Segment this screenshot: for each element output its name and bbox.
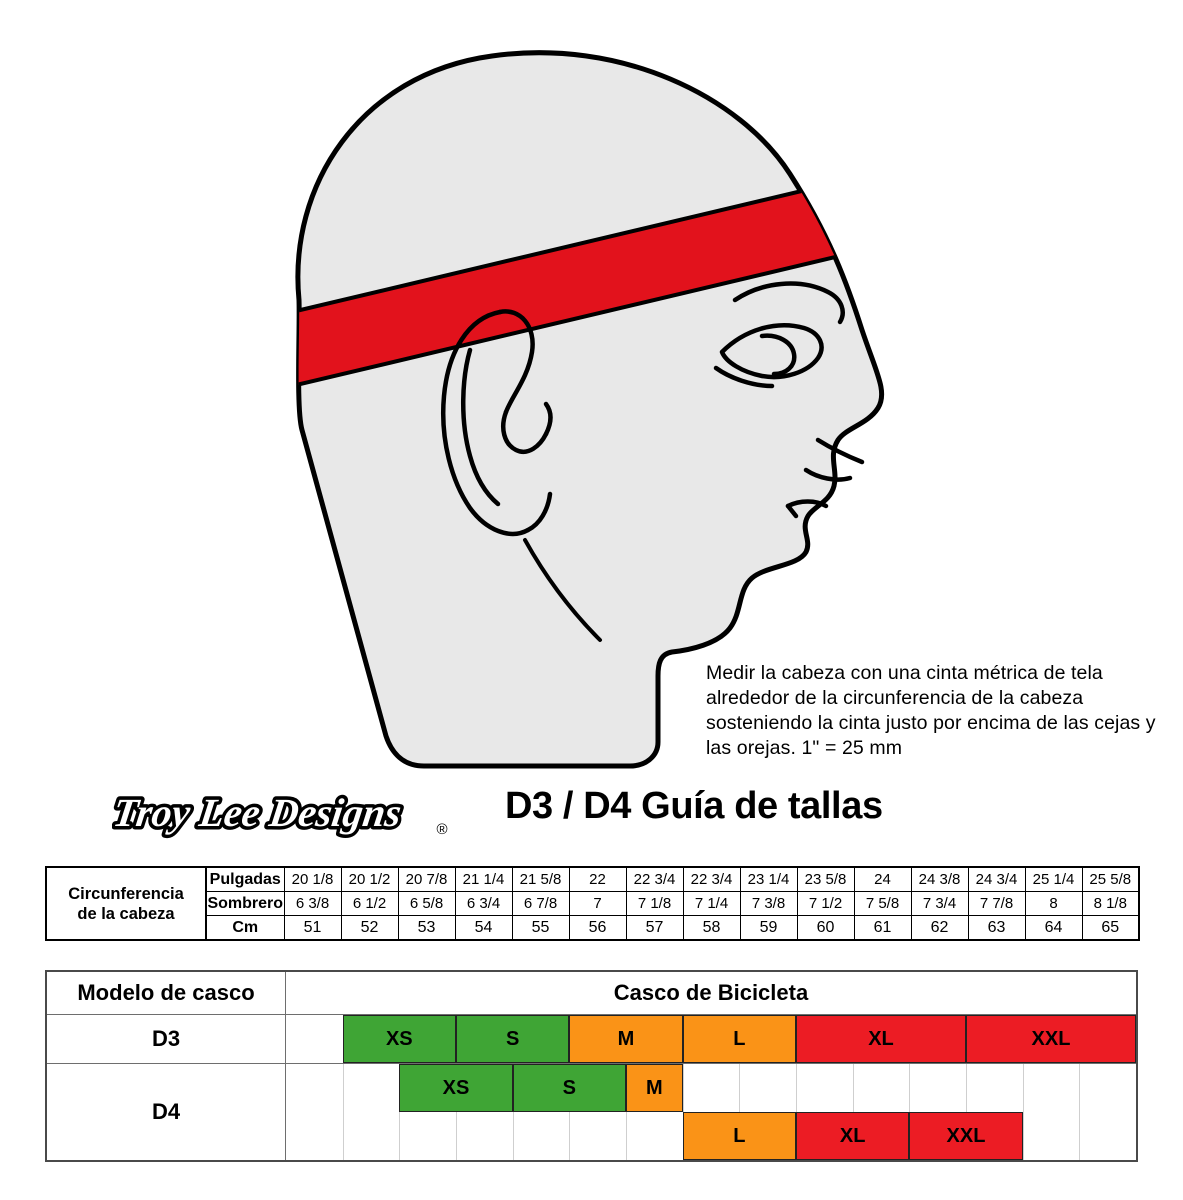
head-profile-svg — [295, 50, 885, 769]
unit-row-label: Cm — [205, 915, 285, 941]
measurement-cell: 7 1/4 — [682, 891, 741, 916]
logo-wordmark-outline: Troy Lee Designs — [112, 790, 404, 835]
measurement-cell: 20 1/8 — [283, 866, 342, 892]
measurement-cell: 6 1/2 — [340, 891, 399, 916]
measurement-cell: 62 — [910, 915, 969, 941]
measurement-cell: 24 — [853, 866, 912, 892]
unit-row-label: Sombrero — [205, 891, 285, 916]
size-segment-xs: XS — [342, 1015, 456, 1063]
measurement-cell: 63 — [967, 915, 1026, 941]
page-title: D3 / D4 Guía de tallas — [505, 785, 883, 827]
size-segment-l: L — [682, 1112, 796, 1160]
head-illustration — [295, 50, 885, 769]
eye-detail — [713, 281, 845, 389]
head-silhouette — [295, 50, 885, 769]
category-header: Casco de Bicicleta — [285, 970, 1138, 1015]
size-band-row: XS S M — [286, 1064, 1136, 1112]
measurement-cell: 53 — [397, 915, 456, 941]
size-bands-d4: XS S M L XL XXL — [285, 1063, 1138, 1162]
measurement-cell: 23 5/8 — [796, 866, 855, 892]
circumference-row: Circunferencia de la cabeza Pulgadas 20 1/8… — [45, 866, 1140, 941]
brand-row: Troy Lee Designs Troy Lee Designs ® D3 /… — [0, 782, 1183, 852]
measurement-cell: 7 5/8 — [853, 891, 912, 916]
size-segment-xl: XL — [796, 1015, 966, 1063]
measurement-cell: 21 1/4 — [454, 866, 513, 892]
unit-row-label: Pulgadas — [205, 866, 285, 892]
measurement-cell: 65 — [1081, 915, 1140, 941]
measurement-cell: 61 — [853, 915, 912, 941]
size-band-row: XS S M L XL XXL — [286, 1015, 1136, 1063]
measurement-cell: 7 — [568, 891, 627, 916]
measurement-cell: 60 — [796, 915, 855, 941]
mouth-detail — [785, 499, 829, 519]
jaw-line — [523, 538, 602, 642]
size-segment-s: S — [512, 1064, 626, 1112]
measurement-cell: 58 — [682, 915, 741, 941]
measurement-cell: 22 — [568, 866, 627, 892]
measurement-cell: 7 1/2 — [796, 891, 855, 916]
measurement-cell: 59 — [739, 915, 798, 941]
size-segment-xxl: XXL — [909, 1112, 1023, 1160]
size-segment-xs: XS — [399, 1064, 513, 1112]
measurement-cell: 6 3/8 — [283, 891, 342, 916]
measurement-cell: 56 — [568, 915, 627, 941]
measurement-cell: 57 — [625, 915, 684, 941]
size-segment-xxl: XXL — [966, 1015, 1136, 1063]
size-segment-s: S — [456, 1015, 570, 1063]
model-column-header: Modelo de casco — [45, 970, 286, 1015]
circumference-row: Sombrero 6 3/8 6 1/2 6 5/8 6 3/4 6 7/8 7 7 1/8 7… — [46, 891, 1140, 916]
measurement-cell: 64 — [1024, 915, 1083, 941]
measurement-cell: 8 — [1024, 891, 1083, 916]
measurement-cell: 6 3/4 — [454, 891, 513, 916]
measurement-cell: 20 1/2 — [340, 866, 399, 892]
measurement-cell: 24 3/4 — [967, 866, 1026, 892]
size-row-d3: D3 XS S M L XL XXL — [45, 1014, 1138, 1064]
size-segment-xl: XL — [796, 1112, 910, 1160]
size-bands-d3: XS S M L XL XXL — [285, 1014, 1138, 1064]
measurement-cell: 52 — [340, 915, 399, 941]
measuring-tape-band — [297, 168, 882, 398]
head-circumference-table: Circunferencia de la cabeza Pulgadas 20 1/8… — [45, 866, 1140, 941]
corner-label-line1: Circunferencia — [68, 884, 184, 903]
measurement-cell: 55 — [511, 915, 570, 941]
measurement-cell: 22 3/4 — [625, 866, 684, 892]
corner-label-line2: de la cabeza — [77, 904, 175, 923]
measurement-cell: 20 7/8 — [397, 866, 456, 892]
measurement-cell: 8 1/8 — [1081, 891, 1140, 916]
registered-trademark-icon: ® — [436, 821, 447, 838]
size-segment-l: L — [682, 1015, 796, 1063]
measurement-cell: 51 — [283, 915, 342, 941]
model-name-d3: D3 — [45, 1014, 286, 1064]
measurement-cell: 25 5/8 — [1081, 866, 1140, 892]
measurement-cell: 6 5/8 — [397, 891, 456, 916]
ear-detail — [441, 309, 553, 537]
helmet-size-table: Modelo de casco Casco de Bicicleta D3 XS… — [45, 970, 1138, 1162]
nose-detail — [803, 437, 865, 482]
measurement-cell: 23 1/4 — [739, 866, 798, 892]
measurement-cell: 7 1/8 — [625, 891, 684, 916]
logo-wordmark: Troy Lee Designs — [112, 790, 404, 835]
troy-lee-designs-logo: Troy Lee Designs Troy Lee Designs ® — [112, 787, 448, 839]
measurement-cell: 54 — [454, 915, 513, 941]
size-segment-m: M — [626, 1064, 683, 1112]
measurement-cell: 21 5/8 — [511, 866, 570, 892]
circumference-corner-label: Circunferencia de la cabeza — [45, 866, 207, 941]
measurement-cell: 6 7/8 — [511, 891, 570, 916]
measurement-cell: 7 7/8 — [967, 891, 1026, 916]
circumference-row: Cm 51 52 53 54 55 56 57 58 59 60 61 62 63 64 65 — [46, 915, 1140, 941]
measurement-instruction-text: Medir la cabeza con una cinta métrica de… — [706, 662, 1156, 759]
measurement-cell: 25 1/4 — [1024, 866, 1083, 892]
size-band-row: L XL XXL — [286, 1112, 1136, 1160]
size-row-d4: D4 XS S M L XL XXL — [45, 1063, 1138, 1162]
measurement-cell: 22 3/4 — [682, 866, 741, 892]
size-table-header-row: Modelo de casco Casco de Bicicleta — [45, 970, 1138, 1015]
measurement-cell: 24 3/8 — [910, 866, 969, 892]
model-name-d4: D4 — [45, 1063, 286, 1162]
measurement-cell: 7 3/4 — [910, 891, 969, 916]
measurement-cell: 7 3/8 — [739, 891, 798, 916]
size-segment-m: M — [569, 1015, 683, 1063]
